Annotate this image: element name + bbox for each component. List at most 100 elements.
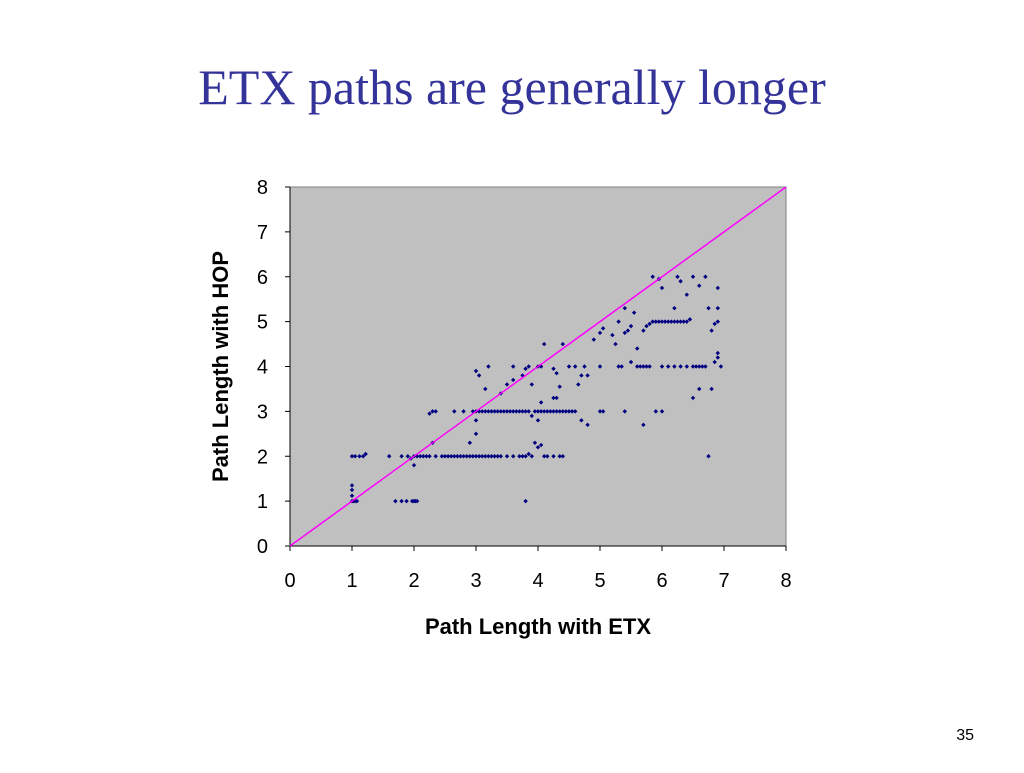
data-point xyxy=(492,409,497,414)
data-point xyxy=(455,454,460,459)
data-point xyxy=(399,454,404,459)
data-point xyxy=(486,409,491,414)
slide-number: 35 xyxy=(956,727,974,744)
data-point xyxy=(349,483,355,488)
data-point xyxy=(523,454,528,459)
data-point xyxy=(597,330,603,336)
data-point xyxy=(600,409,606,414)
data-point xyxy=(449,454,454,459)
data-point xyxy=(715,285,720,291)
data-point xyxy=(579,418,584,423)
x-axis: 0 1 2 3 4 5 6 7 8 xyxy=(284,545,792,592)
reference-line xyxy=(289,186,787,547)
data-point xyxy=(600,326,606,331)
data-point xyxy=(631,310,637,315)
data-point xyxy=(700,364,705,369)
data-point xyxy=(672,319,677,324)
data-point xyxy=(557,409,562,414)
data-point xyxy=(653,319,658,324)
x-tick-label: 5 xyxy=(594,570,605,592)
data-point xyxy=(554,371,559,376)
data-point xyxy=(557,454,562,459)
data-point xyxy=(551,366,556,371)
data-point xyxy=(690,274,696,279)
x-tick-label: 1 xyxy=(346,570,357,592)
data-point xyxy=(706,454,711,459)
data-point xyxy=(349,487,355,493)
y-axis-label: Path Length with HOP xyxy=(208,251,233,482)
data-point xyxy=(427,454,432,459)
x-tick-label: 2 xyxy=(408,570,419,592)
data-point xyxy=(659,319,665,324)
data-point xyxy=(357,454,362,459)
data-point xyxy=(566,409,572,414)
data-point xyxy=(672,305,677,311)
data-point xyxy=(582,364,587,369)
data-point xyxy=(591,337,596,342)
data-point xyxy=(461,454,466,459)
y-tick-label: 5 xyxy=(257,312,268,334)
data-point xyxy=(489,409,494,414)
data-point xyxy=(452,409,457,414)
data-point xyxy=(486,364,491,369)
data-point xyxy=(616,319,621,324)
data-point xyxy=(523,498,528,504)
data-point xyxy=(411,463,417,468)
data-point xyxy=(684,319,689,324)
data-point xyxy=(678,279,683,284)
data-point xyxy=(387,454,392,459)
data-point xyxy=(514,409,519,414)
data-point xyxy=(445,454,451,459)
data-point xyxy=(566,364,572,369)
data-point xyxy=(706,305,711,311)
data-point xyxy=(473,418,479,423)
data-point xyxy=(532,409,538,414)
data-point xyxy=(551,395,556,401)
data-point xyxy=(684,364,689,369)
data-point xyxy=(635,346,640,351)
data-point xyxy=(563,409,569,414)
data-point xyxy=(703,274,708,279)
data-point xyxy=(684,292,689,297)
data-point xyxy=(511,377,516,383)
data-point xyxy=(439,454,445,459)
x-tick-label: 4 xyxy=(532,570,543,592)
data-point xyxy=(526,451,531,457)
data-point xyxy=(489,454,494,459)
data-point xyxy=(715,319,720,324)
data-point xyxy=(619,364,624,369)
data-point xyxy=(653,409,658,414)
data-point xyxy=(480,454,485,459)
data-point xyxy=(526,409,531,414)
data-point xyxy=(538,442,544,448)
data-point xyxy=(635,364,640,369)
data-point xyxy=(538,400,544,405)
data-point xyxy=(430,409,435,414)
data-point xyxy=(421,454,426,459)
data-point xyxy=(520,409,525,414)
data-point xyxy=(529,413,534,419)
data-point xyxy=(452,454,457,459)
data-point xyxy=(511,454,516,459)
x-tick-label: 3 xyxy=(470,570,481,592)
x-axis-label: Path Length with ETX xyxy=(425,614,651,639)
data-point xyxy=(424,454,429,459)
y-tick-label: 4 xyxy=(257,357,268,379)
data-point xyxy=(666,319,671,324)
data-point xyxy=(675,274,680,279)
slide-title: ETX paths are generally longer xyxy=(198,59,826,115)
data-point xyxy=(678,319,683,324)
x-tick-label: 7 xyxy=(718,570,729,592)
data-point xyxy=(523,409,528,414)
data-point xyxy=(458,454,463,459)
data-point xyxy=(523,366,528,371)
data-point xyxy=(542,341,547,347)
data-point xyxy=(486,454,491,459)
data-point xyxy=(687,317,693,322)
data-point xyxy=(610,332,615,338)
data-point xyxy=(644,364,649,369)
data-point xyxy=(659,364,665,369)
data-point xyxy=(554,395,559,401)
data-point xyxy=(560,341,565,347)
data-point xyxy=(538,409,544,414)
